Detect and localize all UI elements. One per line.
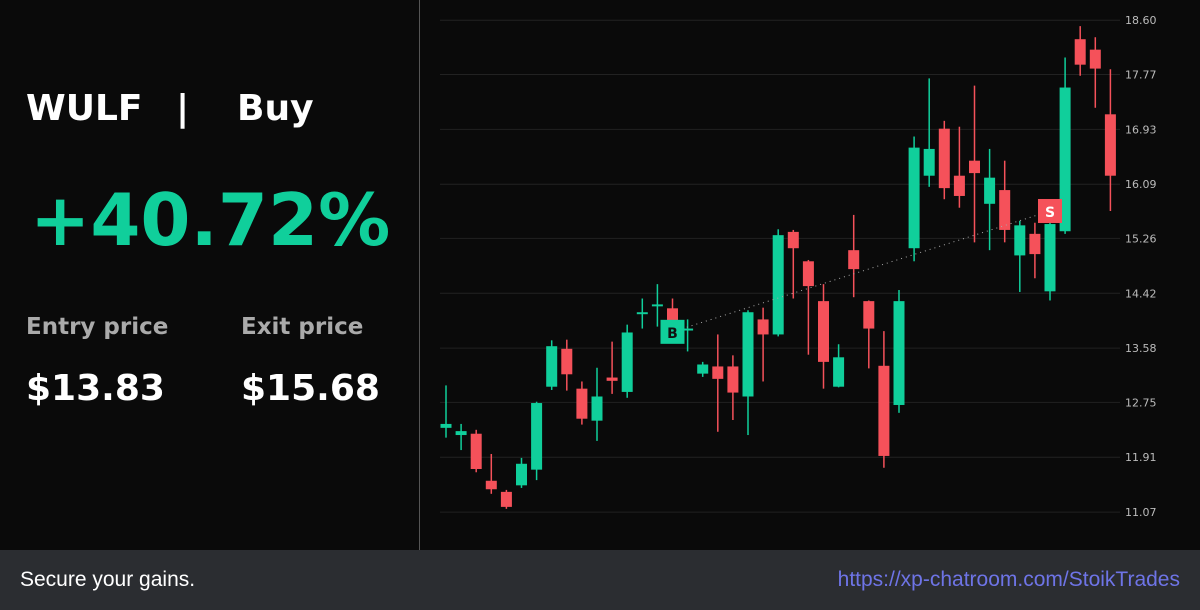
candle-body xyxy=(878,365,890,456)
candle-body xyxy=(636,312,648,315)
candle-body xyxy=(606,377,618,381)
y-tick-label: 16.93 xyxy=(1125,123,1157,136)
candle-body xyxy=(742,312,754,397)
summary-panel: WULF | Buy +40.72% Entry price Exit pric… xyxy=(0,0,420,550)
link[interactable]: https://xp-chatroom.com/StoikTrades xyxy=(837,568,1180,591)
candle-body xyxy=(818,301,829,362)
candle-body xyxy=(1089,49,1101,69)
candle-body xyxy=(953,175,965,196)
trade-marker-label: S xyxy=(1045,205,1055,221)
y-tick-label: 15.26 xyxy=(1125,232,1157,245)
trade-marker xyxy=(1038,198,1062,223)
candle-body xyxy=(712,366,724,379)
y-tick-label: 11.91 xyxy=(1125,451,1157,464)
candle-body xyxy=(1074,39,1086,65)
y-tick-label: 14.42 xyxy=(1125,287,1157,300)
ticker: WULF xyxy=(26,88,143,129)
candle-body xyxy=(561,348,573,375)
y-tick-label: 16.09 xyxy=(1125,178,1157,191)
candle-body xyxy=(682,328,694,331)
trade-marker xyxy=(660,319,685,344)
candle-body xyxy=(908,147,920,249)
candle-body xyxy=(440,423,452,428)
candle-body xyxy=(727,366,739,393)
candle-body xyxy=(621,332,633,392)
side: Buy xyxy=(237,88,314,129)
candle-body xyxy=(455,431,467,436)
candle-body xyxy=(651,304,663,307)
candle-body xyxy=(863,301,875,329)
candle-body xyxy=(772,235,784,335)
candle-body xyxy=(531,403,543,470)
pnl: +40.72% xyxy=(30,178,391,262)
candle-body xyxy=(546,346,558,387)
trade-path xyxy=(672,210,1051,333)
candle-body xyxy=(848,250,860,270)
y-tick-label: 18.60 xyxy=(1125,14,1157,27)
candle-body xyxy=(1014,225,1026,256)
candle-body xyxy=(984,177,996,204)
candle-body xyxy=(1044,224,1056,292)
candle-body xyxy=(516,463,527,486)
candle-body xyxy=(1029,233,1041,255)
chart: 18.60 17.77 16.93 16.09 15.26 14.42 13.58 12.75… xyxy=(440,14,1157,519)
candle-body xyxy=(697,364,709,374)
candle-body xyxy=(938,128,950,189)
candle-body xyxy=(470,433,482,470)
candle-body xyxy=(923,148,935,176)
candle-body xyxy=(969,160,980,174)
y-tick-label: 13.58 xyxy=(1125,342,1157,355)
entry-price: $13.83 xyxy=(26,368,165,409)
footer: Secure your gains. https://xp-chatroom.c… xyxy=(0,550,1200,610)
candle-body xyxy=(757,319,769,335)
candle-body xyxy=(485,480,497,490)
trade-marker-label: B xyxy=(667,326,678,342)
separator: | xyxy=(176,88,190,129)
candle-body xyxy=(1104,114,1116,176)
candle-body xyxy=(667,308,678,325)
candle-body xyxy=(576,388,588,419)
candle-body xyxy=(500,491,512,507)
exit-label: Exit price xyxy=(241,314,364,340)
candle-body xyxy=(833,357,845,387)
candle-body xyxy=(787,231,799,249)
y-tick-label: 17.77 xyxy=(1125,68,1157,81)
y-tick-label: 12.75 xyxy=(1125,396,1157,409)
entry-label: Entry price xyxy=(26,314,169,340)
candle-body xyxy=(1059,87,1071,232)
candle-body xyxy=(591,396,603,421)
candle-body xyxy=(893,301,905,405)
candle-body xyxy=(802,261,814,287)
y-tick-label: 11.07 xyxy=(1125,506,1157,519)
exit-price: $15.68 xyxy=(241,368,380,409)
candle-body xyxy=(999,190,1011,230)
tagline: Secure your gains. xyxy=(20,568,196,591)
